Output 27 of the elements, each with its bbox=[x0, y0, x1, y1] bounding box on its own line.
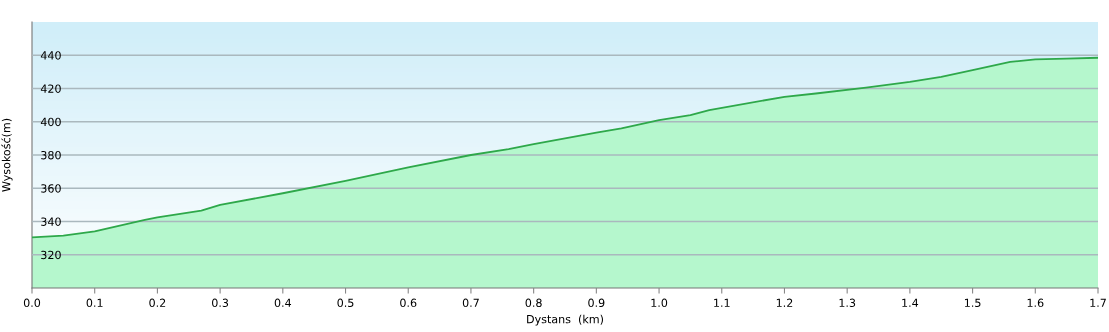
x-tick-label: 1.6 bbox=[1027, 298, 1044, 308]
y-tick-label: 380 bbox=[41, 150, 61, 160]
x-tick-label: 1.5 bbox=[964, 298, 981, 308]
y-tick-label: 420 bbox=[40, 84, 61, 93]
y-tick-label: 440 bbox=[40, 51, 61, 60]
x-tick-label: 1.2 bbox=[776, 298, 793, 307]
x-tick-label: 0.9 bbox=[588, 298, 605, 308]
y-tick-label: 340 bbox=[41, 217, 61, 226]
y-tick-label: 320 bbox=[41, 250, 61, 260]
x-tick-label: 0.7 bbox=[462, 298, 479, 308]
x-tick-label: 0.6 bbox=[400, 298, 417, 308]
x-tick-label: 0.5 bbox=[337, 298, 354, 308]
x-tick-label: 0.3 bbox=[212, 298, 229, 308]
x-tick-label: 1.4 bbox=[902, 298, 919, 307]
x-tick-label: 0.1 bbox=[86, 298, 103, 308]
x-tick-label: 0.4 bbox=[274, 298, 292, 308]
x-tick-label: 0.0 bbox=[23, 298, 41, 308]
x-tick-label: 0.8 bbox=[525, 298, 542, 308]
x-tick-label: 1.0 bbox=[651, 298, 668, 308]
x-axis-title: Dystans (km) bbox=[527, 314, 603, 326]
y-tick-label: 400 bbox=[40, 117, 61, 127]
x-tick-label: 1.7 bbox=[1090, 298, 1106, 307]
x-tick-label: 0.2 bbox=[149, 298, 166, 308]
y-tick-label: 360 bbox=[41, 184, 61, 193]
x-tick-label: 1.3 bbox=[839, 298, 856, 308]
y-axis-title: Wysokość(m) bbox=[1, 118, 13, 192]
x-tick-label: 1.1 bbox=[714, 298, 730, 307]
